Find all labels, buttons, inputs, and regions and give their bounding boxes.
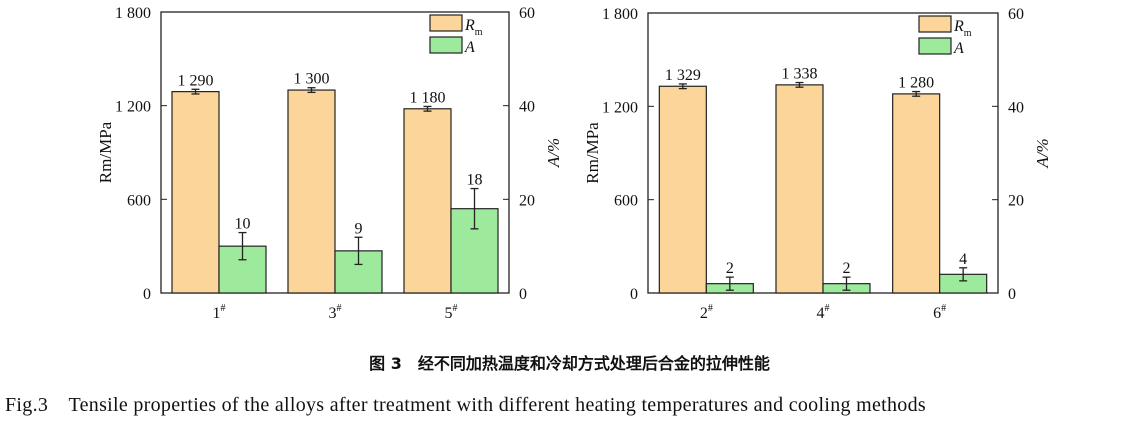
y2-axis-label: A/%: [544, 138, 563, 168]
data-label: 1 300: [294, 71, 330, 88]
legend-symbol: A: [953, 40, 964, 57]
y2-axis-label: A/%: [1033, 138, 1052, 168]
bar-Rm: [775, 84, 824, 294]
legend-swatch-Rm: [429, 14, 463, 32]
legend-sub: m: [964, 28, 972, 39]
y-tick-label: 0: [143, 286, 151, 303]
x-label-num: 3: [329, 305, 337, 322]
y2-tick-label: 40: [1008, 99, 1024, 116]
y-tick-label: 1 800: [115, 5, 151, 22]
legend-label-A: A: [464, 39, 475, 56]
y2-tick-label: 20: [519, 192, 535, 209]
x-label-mark: #: [941, 303, 946, 314]
data-label: 1 290: [178, 72, 214, 89]
x-label-num: 4: [817, 305, 825, 322]
y-tick-label: 1 200: [115, 99, 151, 116]
data-label: 1 280: [898, 75, 934, 92]
data-label: 2: [843, 260, 851, 277]
data-label: 1 329: [665, 67, 701, 84]
data-label: 4: [959, 251, 967, 268]
bar-Rm: [658, 85, 707, 294]
bar-A: [450, 208, 499, 294]
legend-label-Rm: Rm: [953, 18, 972, 39]
bar-Rm: [892, 93, 941, 294]
y-tick-label: 600: [614, 193, 638, 210]
x-tick-label: 5#: [445, 303, 458, 322]
bar-Rm: [171, 91, 220, 294]
legend-swatch-A: [429, 36, 463, 54]
caption-english: Fig.3 Tensile properties of the alloys a…: [5, 394, 926, 416]
y2-tick-label: 0: [1008, 286, 1016, 303]
data-label: 2: [726, 260, 734, 277]
x-label-num: 6: [933, 305, 941, 322]
y-tick-label: 600: [127, 192, 151, 209]
data-label: 1 180: [410, 89, 446, 106]
legend-swatch-A: [918, 37, 952, 55]
legend-symbol: R: [953, 18, 964, 35]
y-tick-label: 1 800: [602, 6, 638, 23]
x-label-num: 2: [700, 305, 708, 322]
y-tick-label: 1 200: [602, 99, 638, 116]
x-tick-label: 1#: [213, 303, 226, 322]
data-label: 10: [235, 216, 251, 233]
y2-tick-label: 0: [519, 286, 527, 303]
x-label-num: 1: [213, 305, 221, 322]
x-label-mark: #: [825, 303, 830, 314]
legend-label-A: A: [953, 40, 964, 57]
bar-A: [334, 250, 383, 294]
x-label-mark: #: [453, 303, 458, 314]
caption-chinese: 图 3 经不同加热温度和冷却方式处理后合金的拉伸性能: [369, 354, 770, 373]
legend-swatch-Rm: [918, 15, 952, 33]
x-label-mark: #: [337, 303, 342, 314]
y2-tick-label: 60: [519, 5, 535, 22]
x-label-mark: #: [708, 303, 713, 314]
y-tick-label: 0: [630, 286, 638, 303]
legend-sub: m: [475, 27, 483, 38]
bar-Rm: [287, 89, 336, 294]
x-tick-label: 3#: [329, 303, 342, 322]
y-axis-label: Rm/MPa: [583, 122, 602, 184]
legend-label-Rm: Rm: [464, 17, 483, 38]
legend-symbol: R: [464, 17, 475, 34]
data-label: 1 338: [782, 66, 818, 83]
y2-tick-label: 20: [1008, 193, 1024, 210]
y2-tick-label: 40: [519, 99, 535, 116]
y2-tick-label: 60: [1008, 6, 1024, 23]
x-tick-label: 4#: [817, 303, 830, 322]
x-tick-label: 6#: [933, 303, 946, 322]
data-label: 18: [467, 172, 483, 189]
y-axis-label: Rm/MPa: [96, 121, 115, 183]
x-label-num: 5: [445, 305, 453, 322]
x-label-mark: #: [221, 303, 226, 314]
bar-Rm: [403, 108, 452, 294]
legend-symbol: A: [464, 39, 475, 56]
x-tick-label: 2#: [700, 303, 713, 322]
data-label: 9: [355, 220, 363, 237]
